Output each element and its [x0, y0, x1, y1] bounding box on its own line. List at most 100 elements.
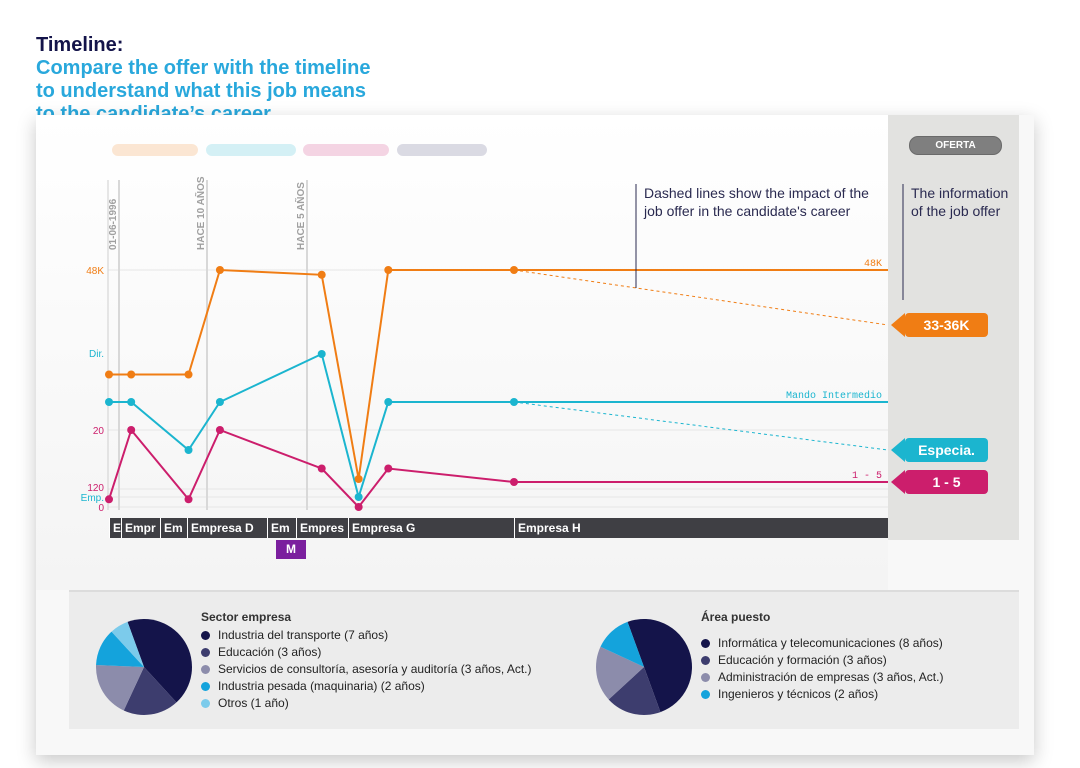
data-point-level: [215, 398, 224, 406]
company-timeline-bar: E Empr Em Empresa D Em Empres Empresa G …: [109, 518, 888, 538]
y-axis-label: 20: [93, 426, 105, 437]
heading-title: Timeline:: [36, 34, 124, 56]
area-pie-chart: [595, 618, 693, 716]
data-point-level: [127, 398, 136, 406]
y-axis-label: 48K: [86, 266, 104, 277]
sector-pie-chart: [95, 618, 193, 716]
legend-item: Administración de empresas (3 años, Act.…: [701, 669, 943, 686]
legend-item: Servicios de consultoría, asesoría y aud…: [201, 661, 532, 678]
area-pie-title: Área puesto: [701, 610, 771, 624]
data-point-team: [215, 426, 224, 434]
pie-slice: [127, 618, 193, 703]
data-point-salary: [354, 475, 363, 483]
y-axis-label: 120: [87, 483, 104, 494]
data-point-level: [354, 493, 363, 501]
company-segment[interactable]: E: [109, 518, 121, 538]
legend-item: Educación y formación (3 años): [701, 652, 943, 669]
marker-label: 01-06-1996: [108, 198, 119, 250]
pie-slice: [111, 621, 144, 667]
data-point-salary: [510, 266, 518, 274]
y-axis-label: 0: [98, 503, 104, 514]
company-segment[interactable]: Em: [160, 518, 187, 538]
company-segment[interactable]: Em: [267, 518, 296, 538]
data-point-team: [384, 464, 393, 473]
data-point-team: [354, 503, 363, 511]
legend-dot: [201, 699, 210, 708]
pie-slice: [595, 646, 644, 700]
legend-dot: [201, 648, 210, 657]
data-point-team: [510, 478, 518, 486]
area-legend: Informática y telecomunicaciones (8 años…: [701, 635, 943, 703]
legend-dot: [701, 639, 710, 648]
data-point-level: [105, 398, 113, 406]
sector-pie-title: Sector empresa: [201, 610, 292, 624]
legend-dot: [201, 682, 210, 691]
data-point-salary: [317, 270, 326, 279]
data-point-salary: [215, 266, 224, 274]
data-point-level: [384, 398, 393, 406]
filter-pill-salary[interactable]: [112, 144, 198, 156]
offer-level-badge[interactable]: Especia.: [891, 438, 988, 462]
offer-dashed-salary: [513, 269, 889, 326]
legend-item: Otros (1 año): [201, 695, 532, 712]
company-segment[interactable]: Empresa D: [187, 518, 267, 538]
summary-strip: [69, 590, 1019, 729]
data-point-salary: [184, 370, 193, 379]
pie-slice: [627, 618, 693, 713]
data-point-level: [510, 398, 518, 406]
series-end-label: 48K: [864, 259, 882, 270]
series-line-level: [109, 352, 888, 501]
filter-pill-other[interactable]: [397, 144, 487, 156]
pie-slice: [600, 621, 644, 667]
offer-salary-badge[interactable]: 33-36K: [891, 313, 988, 337]
data-point-level: [184, 446, 193, 454]
filter-pill-team[interactable]: [303, 144, 389, 156]
legend-dot: [201, 631, 210, 640]
data-point-team: [105, 495, 113, 504]
legend-item: Educación (3 años): [201, 644, 532, 661]
legend-dot: [701, 673, 710, 682]
sector-legend: Industria del transporte (7 años) Educac…: [201, 627, 532, 712]
offer-dashed-level: [513, 401, 889, 451]
pie-slice: [95, 664, 144, 711]
series-end-label: Mando Intermedio: [786, 390, 882, 402]
data-point-salary: [384, 266, 393, 274]
company-segment[interactable]: Empresa G: [348, 518, 514, 538]
filter-pill-level[interactable]: [206, 144, 296, 156]
data-point-team: [184, 495, 193, 504]
data-point-salary: [105, 370, 113, 379]
series-end-label: 1 - 5: [852, 471, 882, 482]
heading-subtitle-2: to understand what this job means: [36, 80, 367, 102]
legend-item: Ingenieros y técnicos (2 años): [701, 686, 943, 703]
oferta-button[interactable]: OFERTA: [909, 136, 1002, 155]
pie-slice: [96, 631, 144, 667]
series-line-team: [108, 427, 888, 509]
legend-item: Industria del transporte (7 años): [201, 627, 532, 644]
offer-team-badge[interactable]: 1 - 5: [891, 470, 988, 494]
marker-label: HACE 5 AÑOS: [294, 182, 307, 250]
legend-item: Industria pesada (maquinaria) (2 años): [201, 678, 532, 695]
heading-subtitle-1: Compare the offer with the timeline: [36, 57, 371, 79]
chart-area: [36, 115, 888, 590]
legend-item: Informática y telecomunicaciones (8 años…: [701, 635, 943, 652]
data-point-salary: [127, 370, 136, 379]
company-segment[interactable]: Empresa H: [514, 518, 888, 538]
current-company-badge[interactable]: M: [276, 540, 306, 559]
company-segment[interactable]: Empres: [296, 518, 348, 538]
dashed-lines-note: Dashed lines show the impact of the job …: [644, 185, 869, 219]
y-axis-label: Dir.: [89, 349, 104, 360]
offer-info-note: The information of the job offer: [911, 185, 1009, 219]
legend-dot: [701, 690, 710, 699]
y-axis-label: Emp.: [81, 493, 104, 504]
pie-slice: [123, 667, 177, 716]
legend-dot: [201, 665, 210, 674]
marker-label: HACE 10 AÑOS: [194, 176, 207, 250]
series-line-salary: [109, 268, 888, 480]
legend-dot: [701, 656, 710, 665]
company-segment[interactable]: Empr: [121, 518, 160, 538]
pie-slice: [608, 667, 661, 716]
data-point-team: [127, 426, 136, 434]
data-point-level: [317, 350, 326, 358]
data-point-team: [317, 464, 326, 473]
